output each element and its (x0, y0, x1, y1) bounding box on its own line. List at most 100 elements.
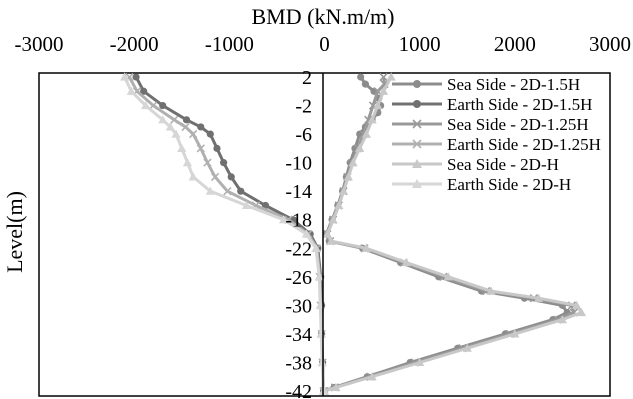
y-axis-label: Level(m) (2, 191, 27, 273)
data-point (412, 119, 422, 129)
data-point (378, 86, 389, 95)
legend-item: Sea Side - 2D-1.25H (392, 115, 589, 134)
y-tick-label: -18 (285, 210, 312, 232)
data-point (169, 115, 179, 124)
data-point (355, 143, 365, 152)
data-point (486, 286, 496, 295)
series-5 (319, 72, 587, 395)
y-tick-label: -10 (285, 153, 312, 175)
data-point (165, 122, 175, 131)
data-point (314, 272, 324, 281)
legend-label: Sea Side - 2D-H (447, 155, 559, 174)
chart-title: BMD (kN.m/m) (252, 4, 395, 29)
data-point (126, 86, 136, 95)
data-point (196, 144, 205, 153)
data-point (367, 115, 377, 124)
data-point (557, 315, 568, 324)
legend-label: Earth Side - 2D-1.5H (447, 95, 592, 114)
data-point (171, 129, 181, 138)
data-point (326, 236, 336, 245)
data-point (386, 72, 396, 81)
x-tick-label: 3000 (589, 32, 631, 56)
data-point (373, 100, 383, 110)
data-point (572, 300, 582, 309)
y-tick-label: -22 (285, 238, 312, 260)
series-4 (125, 72, 328, 396)
x-tick-label: -2000 (110, 32, 159, 56)
legend-label: Sea Side - 2D-1.25H (447, 115, 589, 134)
data-point (311, 243, 321, 252)
y-tick-label: 2 (302, 67, 312, 89)
x-tick-label: 0 (319, 32, 330, 56)
x-tick-label: 2000 (494, 32, 536, 56)
data-point (443, 272, 453, 281)
data-point (278, 215, 289, 224)
x-tick-label: -1000 (205, 32, 254, 56)
data-point (158, 115, 168, 124)
data-point (413, 80, 421, 88)
data-point (412, 179, 422, 188)
data-point (120, 72, 130, 81)
data-point (534, 293, 544, 302)
y-tick-label: -38 (285, 352, 312, 374)
data-point (227, 173, 235, 181)
x-tick-labels: -3000 -2000 -1000 0 1000 2000 3000 (15, 32, 632, 56)
data-point (159, 101, 167, 110)
data-point (301, 229, 312, 238)
legend-label: Sea Side - 2D-1.5H (447, 75, 580, 94)
data-point (197, 123, 205, 131)
data-point (205, 186, 215, 195)
data-point (331, 382, 341, 392)
data-point (181, 122, 190, 132)
data-point (322, 229, 332, 238)
data-point (220, 159, 228, 167)
data-point (462, 343, 472, 352)
y-tick-label: -6 (295, 124, 312, 146)
data-point (343, 172, 353, 181)
data-point (338, 186, 349, 195)
data-point (203, 158, 212, 167)
data-point (361, 129, 371, 138)
data-point (361, 80, 370, 88)
legend-item: Sea Side - 2D-1.5H (392, 75, 580, 94)
data-point (412, 139, 422, 149)
data-point (576, 307, 587, 317)
data-point (413, 100, 421, 108)
data-point (182, 158, 193, 167)
x-tick-label: -3000 (15, 32, 64, 56)
data-point (182, 116, 191, 124)
legend-label: Earth Side - 2D-1.25H (447, 135, 601, 154)
legend-item: Earth Side - 2D-H (392, 175, 571, 194)
data-point (348, 158, 358, 167)
x-tick-label: 1000 (399, 32, 441, 56)
data-point (379, 72, 388, 82)
data-point (367, 372, 377, 381)
plot-frame (38, 72, 611, 397)
data-point (241, 200, 252, 210)
series-6 (120, 72, 329, 395)
y-tick-labels: 2 -2 -6 -10 -14 -18 -22 -26 -30 -34 -38 -42 (285, 67, 312, 399)
y-tick-label: -14 (285, 181, 312, 203)
data-point (189, 129, 198, 139)
y-tick-label: -34 (285, 324, 312, 346)
data-point (132, 73, 140, 81)
data-point (510, 329, 520, 338)
legend-item: Earth Side - 2D-1.25H (392, 135, 601, 154)
legend-item: Sea Side - 2D-H (392, 155, 559, 174)
data-point (317, 357, 327, 367)
data-point (412, 159, 422, 168)
legend-label: Earth Side - 2D-H (447, 175, 571, 194)
series-layer (120, 72, 587, 396)
data-point (188, 172, 198, 181)
data-point (177, 143, 187, 152)
data-point (357, 73, 365, 81)
data-point (140, 100, 151, 110)
y-tick-label: -42 (285, 381, 312, 399)
data-point (210, 172, 220, 182)
y-tick-label: -30 (285, 295, 312, 317)
y-tick-label: -26 (285, 267, 312, 289)
y-tick-label: -2 (295, 96, 312, 118)
data-point (206, 130, 214, 138)
